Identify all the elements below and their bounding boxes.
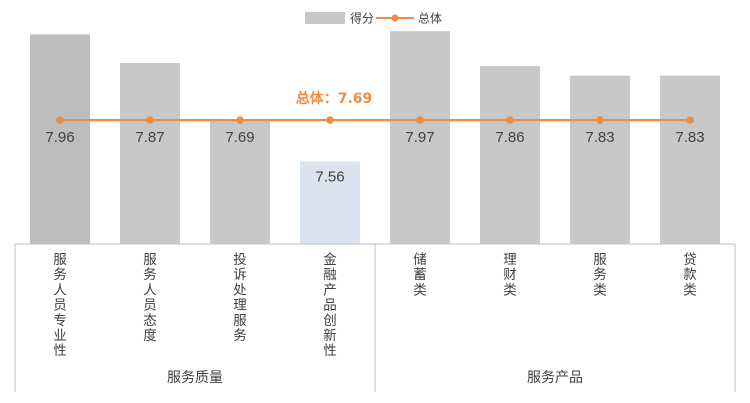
category-label-4: 储蓄类 xyxy=(413,252,427,298)
bar-0 xyxy=(30,34,90,245)
overall-point-3 xyxy=(326,116,334,124)
bar-7 xyxy=(660,75,720,244)
group-label-0: 服务质量 xyxy=(167,370,223,386)
category-label-0: 服务人员专业性 xyxy=(53,252,67,359)
data-label-0: 7.96 xyxy=(45,129,74,146)
overall-point-7 xyxy=(686,116,694,124)
data-label-7: 7.83 xyxy=(675,129,704,146)
bar-3 xyxy=(300,161,360,244)
bar-4 xyxy=(390,31,450,245)
bar-5 xyxy=(480,66,540,244)
overall-point-0 xyxy=(56,116,64,124)
data-label-4: 7.97 xyxy=(405,129,434,146)
data-label-3: 7.56 xyxy=(315,168,344,185)
overall-point-5 xyxy=(506,116,514,124)
overall-point-6 xyxy=(596,116,604,124)
data-label-5: 7.86 xyxy=(495,129,524,146)
overall-point-1 xyxy=(146,116,154,124)
data-label-2: 7.69 xyxy=(225,129,254,146)
group-label-1: 服务产品 xyxy=(527,370,583,386)
overall-point-2 xyxy=(236,116,244,124)
legend-line-marker xyxy=(391,14,399,22)
category-label-1: 服务人员态度 xyxy=(143,252,157,344)
category-label-6: 服务类 xyxy=(593,252,607,298)
overall-point-4 xyxy=(416,116,424,124)
legend-line-label: 总体 xyxy=(418,12,442,26)
category-label-7: 贷款类 xyxy=(683,252,697,298)
bar-2 xyxy=(210,120,270,244)
data-label-1: 7.87 xyxy=(135,129,164,146)
category-label-3: 金融产品创新性 xyxy=(323,252,337,359)
legend-bar-label: 得分 xyxy=(350,11,374,26)
bar-6 xyxy=(570,75,630,244)
data-label-6: 7.83 xyxy=(585,129,614,146)
category-label-2: 投诉处理服务 xyxy=(233,252,247,344)
bar-1 xyxy=(120,62,180,244)
category-label-5: 理财类 xyxy=(503,252,517,298)
legend-bar-swatch xyxy=(305,12,345,24)
overall-annotation: 总体：7.69 xyxy=(296,90,373,107)
